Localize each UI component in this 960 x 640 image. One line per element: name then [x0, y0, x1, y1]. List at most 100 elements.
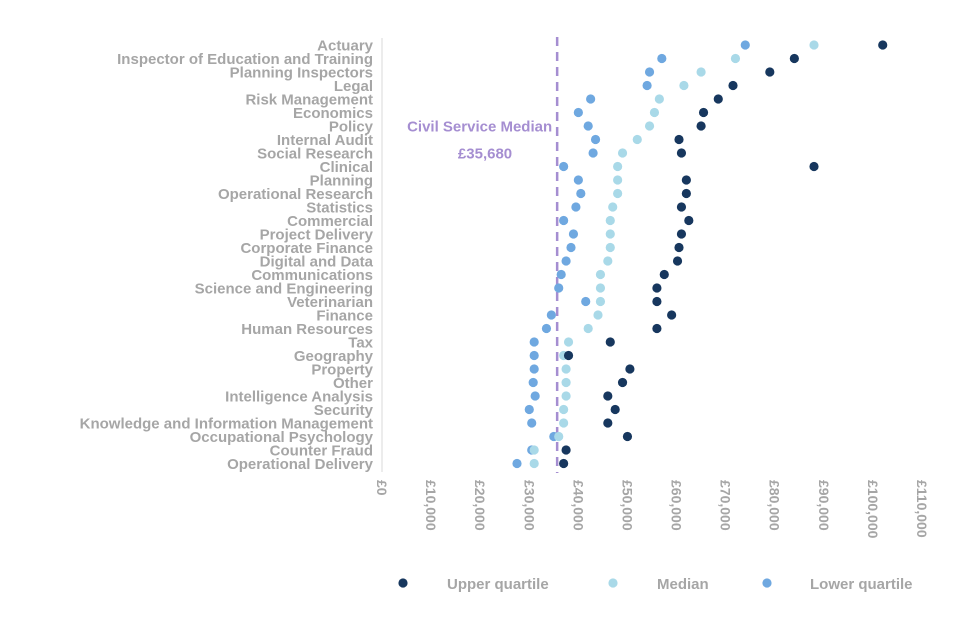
x-tick-label-6: £60,000: [669, 480, 685, 531]
point-median-human-resources: [583, 323, 593, 334]
point-upper-quartile-social-research: [676, 148, 687, 158]
legend-label-lower-quartile: Lower quartile: [810, 576, 913, 593]
legend: Upper quartile Median Lower quartile: [398, 576, 913, 593]
point-median-operational-delivery: [529, 458, 539, 469]
category-label-occupational-psychology: Occupational Psychology: [190, 429, 374, 446]
point-upper-quartile-risk-management: [713, 94, 723, 104]
point-median-veterinarian: [595, 296, 606, 307]
point-lower-quartile-inspector-of-education-and-training: [657, 53, 667, 64]
point-upper-quartile-intelligence-analysis: [603, 391, 613, 401]
legend-item-lower-quartile: Lower quartile: [762, 576, 913, 593]
category-label-communications: Communications: [251, 267, 373, 284]
x-tick-label-7: £70,000: [718, 480, 734, 531]
legend-marker-lower-quartile: [762, 578, 772, 588]
point-lower-quartile-digital-and-data: [561, 256, 571, 266]
point-median-digital-and-data: [603, 256, 613, 266]
point-upper-quartile-project-delivery: [676, 229, 687, 239]
point-lower-quartile-operational-delivery: [512, 458, 522, 469]
point-lower-quartile-veterinarian: [581, 296, 591, 307]
point-upper-quartile-knowledge-and-information-management: [603, 418, 613, 428]
point-median-legal: [679, 80, 689, 91]
data-points: [512, 40, 888, 469]
x-tick-label-8: £80,000: [767, 480, 783, 531]
point-median-operational-research: [613, 188, 623, 199]
category-label-economics: Economics: [293, 105, 373, 122]
reference-line-value: £35,680: [458, 146, 512, 163]
point-lower-quartile-property: [529, 364, 539, 374]
category-label-statistics: Statistics: [306, 200, 373, 217]
point-median-finance: [593, 310, 603, 320]
point-upper-quartile-digital-and-data: [672, 256, 683, 266]
point-lower-quartile-corporate-finance: [566, 242, 576, 253]
category-label-planning: Planning: [310, 173, 373, 190]
point-upper-quartile-inspector-of-education-and-training: [789, 53, 799, 64]
point-median-occupational-psychology: [554, 431, 564, 442]
x-tick-label-3: £30,000: [521, 480, 537, 531]
point-lower-quartile-policy: [583, 121, 593, 131]
point-upper-quartile-occupational-psychology: [622, 431, 633, 442]
point-lower-quartile-risk-management: [586, 94, 596, 104]
point-lower-quartile-tax: [529, 337, 539, 347]
x-tick-label-0: £0: [374, 480, 390, 496]
category-label-operational-delivery: Operational Delivery: [227, 456, 374, 473]
point-median-policy: [644, 121, 655, 131]
point-median-project-delivery: [605, 229, 615, 239]
point-median-corporate-finance: [605, 242, 615, 253]
point-lower-quartile-project-delivery: [568, 229, 579, 239]
legend-item-upper-quartile: Upper quartile: [398, 576, 549, 593]
category-label-intelligence-analysis: Intelligence Analysis: [225, 389, 373, 406]
point-median-property: [561, 364, 571, 374]
category-label-project-delivery: Project Delivery: [260, 227, 374, 244]
x-tick-label-9: £90,000: [816, 480, 832, 531]
legend-marker-upper-quartile: [398, 578, 408, 588]
point-upper-quartile-geography: [563, 350, 574, 361]
category-label-clinical: Clinical: [320, 159, 373, 176]
point-upper-quartile-finance: [667, 310, 677, 320]
point-median-social-research: [617, 148, 628, 158]
point-upper-quartile-clinical: [809, 161, 819, 172]
category-label-inspector-of-education-and-training: Inspector of Education and Training: [117, 51, 373, 68]
point-lower-quartile-science-and-engineering: [554, 283, 564, 293]
point-median-counter-fraud: [529, 445, 539, 455]
point-median-clinical: [613, 161, 623, 172]
point-upper-quartile-science-and-engineering: [652, 283, 662, 293]
category-label-corporate-finance: Corporate Finance: [240, 240, 373, 257]
point-upper-quartile-commercial: [684, 215, 694, 226]
point-upper-quartile-human-resources: [652, 323, 662, 334]
x-axis-tick-labels: £0 £10,000 £20,000 £30,000 £40,000 £50,000 £60…: [374, 480, 930, 539]
category-label-risk-management: Risk Management: [245, 92, 373, 109]
point-lower-quartile-other: [528, 377, 538, 388]
point-median-internal-audit: [632, 134, 642, 145]
point-lower-quartile-planning-inspectors: [644, 67, 655, 77]
point-upper-quartile-property: [625, 364, 635, 374]
reference-line-label: Civil Service Median: [407, 119, 552, 136]
point-median-economics: [649, 107, 660, 118]
legend-label-median: Median: [657, 576, 709, 593]
category-label-knowledge-and-information-management: Knowledge and Information Management: [80, 416, 373, 433]
category-label-internal-audit: Internal Audit: [277, 132, 373, 149]
x-tick-label-5: £50,000: [619, 480, 635, 531]
category-label-planning-inspectors: Planning Inspectors: [230, 65, 373, 82]
category-label-tax: Tax: [348, 335, 373, 352]
point-lower-quartile-economics: [573, 107, 583, 118]
point-lower-quartile-communications: [556, 269, 566, 280]
point-upper-quartile-security: [610, 404, 620, 415]
point-lower-quartile-commercial: [559, 215, 569, 226]
legend-marker-median: [608, 578, 618, 588]
category-label-property: Property: [311, 362, 373, 379]
point-median-risk-management: [654, 94, 664, 104]
point-lower-quartile-statistics: [571, 202, 581, 212]
reference-line-group: Civil Service Median £35,680: [407, 37, 559, 473]
point-median-inspector-of-education-and-training: [730, 53, 741, 64]
point-median-commercial: [605, 215, 615, 226]
point-upper-quartile-statistics: [676, 202, 687, 212]
point-median-science-and-engineering: [595, 283, 606, 293]
point-upper-quartile-planning-inspectors: [765, 67, 775, 77]
point-upper-quartile-planning: [681, 175, 691, 185]
point-median-other: [561, 377, 571, 388]
category-label-human-resources: Human Resources: [241, 321, 373, 338]
category-label-veterinarian: Veterinarian: [287, 294, 373, 311]
legend-item-median: Median: [608, 576, 709, 593]
